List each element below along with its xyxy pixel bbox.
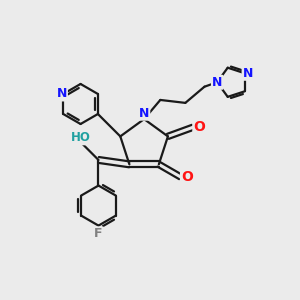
- Text: O: O: [194, 120, 205, 134]
- Text: O: O: [181, 170, 193, 184]
- Text: HO: HO: [71, 131, 91, 144]
- Text: N: N: [139, 107, 149, 120]
- Text: N: N: [243, 67, 253, 80]
- Text: F: F: [94, 227, 103, 240]
- Text: N: N: [57, 88, 67, 100]
- Text: N: N: [212, 76, 222, 89]
